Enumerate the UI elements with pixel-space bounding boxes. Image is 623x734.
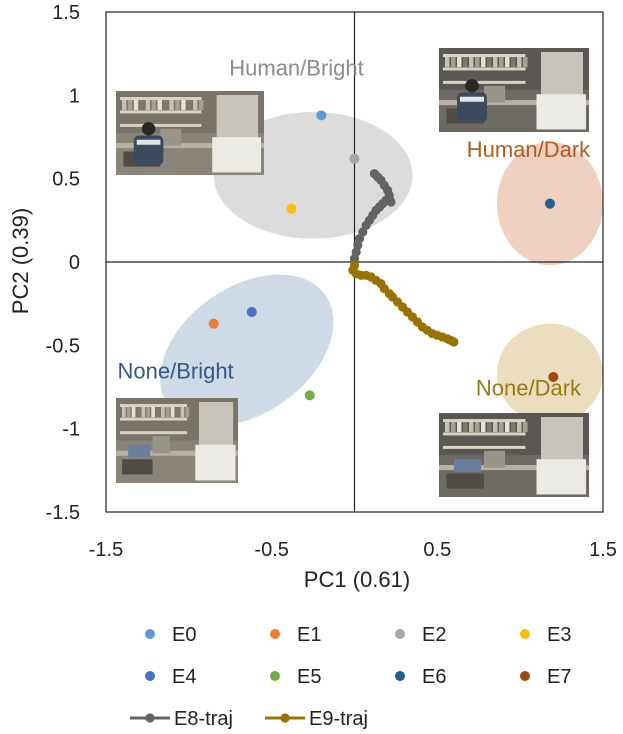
legend-item-e9-traj: E9-traj — [265, 708, 368, 730]
scene-thumbnail-none-bright — [116, 398, 238, 483]
region-labels: Human/Bright Human/Dark None/Bright None/Da… — [117, 55, 591, 400]
legend-marker-e3 — [520, 629, 530, 639]
data-point-e3 — [286, 203, 297, 214]
data-point-e7 — [548, 372, 559, 382]
legend-item-e7: E7 — [520, 666, 571, 688]
data-point-e1 — [208, 318, 219, 329]
legend-item-e1: E1 — [270, 624, 321, 646]
trajectories — [348, 169, 459, 347]
y-tick-label: 1.5 — [52, 2, 80, 24]
data-point-e6 — [544, 198, 555, 209]
scene-thumbnail-none-dark — [439, 413, 589, 497]
legend-marker-e7 — [520, 671, 530, 681]
x-tick-label: 1.5 — [589, 539, 617, 561]
trajectory-point-e9-traj-23 — [449, 337, 459, 347]
y-tick-label: -1 — [62, 419, 80, 441]
legend-item-e0: E0 — [145, 624, 196, 646]
legend-item-e5: E5 — [270, 666, 321, 688]
x-tick-label: 0.5 — [423, 539, 451, 561]
y-tick-label: 0.5 — [52, 169, 80, 191]
y-axis-title: PC2 (0.39) — [8, 208, 33, 314]
legend-item-e4: E4 — [145, 666, 196, 688]
data-point-e5 — [304, 390, 315, 401]
legend-marker-e1 — [270, 629, 280, 639]
legend-marker-e6 — [395, 671, 405, 681]
data-point-e4 — [246, 307, 257, 317]
trajectory-point-e8-traj-19 — [369, 169, 379, 179]
legend-item-e8-traj: E8-traj — [130, 708, 233, 730]
legend-label: E7 — [547, 666, 571, 688]
scene-thumbnail-human-bright — [116, 91, 264, 175]
y-tick-label: 0 — [69, 252, 80, 274]
region-label-human-dark: Human/Dark — [467, 137, 591, 162]
y-tick-label: -1.5 — [46, 502, 80, 524]
legend: E0 E1 E2 E3 E4 E5 E6 E7 E8-traj E9-traj — [130, 624, 571, 730]
legend-marker-e0 — [145, 629, 155, 639]
scene-thumbnails — [116, 48, 589, 497]
data-points — [208, 110, 559, 401]
region-ellipse-none-bright — [160, 274, 334, 427]
y-tick-label: 1 — [69, 85, 80, 107]
legend-marker-e8-traj — [145, 713, 155, 723]
y-tick-label: -0.5 — [46, 335, 80, 357]
legend-marker-e5 — [270, 671, 280, 681]
legend-label: E6 — [422, 666, 446, 688]
legend-label: E2 — [422, 624, 446, 646]
legend-label: E5 — [297, 666, 321, 688]
legend-marker-e4 — [145, 671, 155, 681]
data-point-e0 — [316, 110, 327, 121]
legend-label: E9-traj — [309, 708, 368, 730]
legend-label: E1 — [297, 624, 321, 646]
axis-ticks: -1.5 -0.5 0.5 1.5 1.5 1 0.5 0 -0.5 -1 -1.5 — [46, 2, 617, 561]
region-label-none-dark: None/Dark — [476, 375, 582, 400]
legend-marker-e9-traj — [280, 713, 290, 723]
x-tick-label: -0.5 — [254, 539, 288, 561]
legend-item-e3: E3 — [520, 624, 571, 646]
legend-marker-e2 — [395, 629, 405, 639]
legend-item-e6: E6 — [395, 666, 446, 688]
legend-label: E8-traj — [174, 708, 233, 730]
legend-label: E4 — [172, 666, 196, 688]
scene-thumbnail-human-dark — [439, 48, 589, 132]
legend-label: E0 — [172, 624, 196, 646]
legend-label: E3 — [547, 624, 571, 646]
legend-item-e2: E2 — [395, 624, 446, 646]
data-point-e2 — [349, 153, 360, 164]
x-axis-title: PC1 (0.61) — [304, 567, 410, 592]
region-label-human-bright: Human/Bright — [229, 55, 364, 80]
x-tick-label: -1.5 — [89, 539, 123, 561]
region-label-none-bright: None/Bright — [117, 359, 233, 384]
